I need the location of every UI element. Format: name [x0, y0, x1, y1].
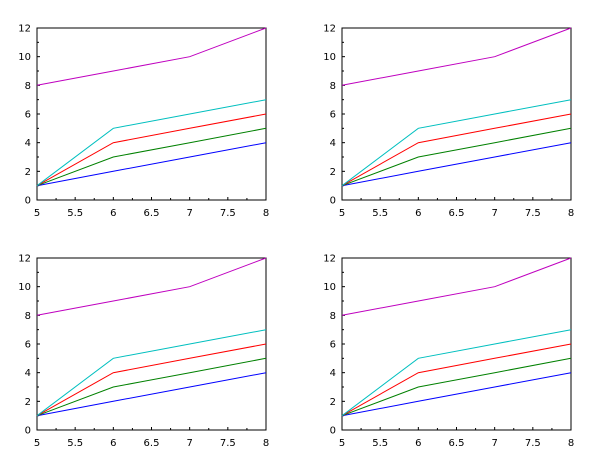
series-line-cyan	[341, 329, 572, 417]
y-tick-label: 2	[330, 397, 336, 408]
x-tick-label: 8	[568, 438, 574, 449]
y-tick-label: 2	[25, 397, 31, 408]
series-line-magenta	[36, 27, 267, 86]
y-tick-label: 4	[330, 368, 336, 379]
x-tick-label: 7.5	[525, 208, 541, 219]
y-tick-label: 12	[323, 254, 336, 265]
x-tick-label: 8	[568, 208, 574, 219]
y-tick-label: 0	[330, 426, 336, 437]
series-line-green	[36, 127, 267, 187]
y-tick-label: 4	[25, 368, 31, 379]
y-tick-label: 0	[330, 196, 336, 207]
x-tick-label: 6	[110, 438, 116, 449]
x-tick-label: 7.5	[220, 208, 236, 219]
y-tick-label: 12	[18, 254, 31, 265]
x-tick-label: 7	[186, 438, 192, 449]
y-tick-label: 6	[330, 340, 336, 351]
series-line-blue	[36, 142, 267, 187]
x-tick-label: 6	[110, 208, 116, 219]
series-line-magenta	[341, 27, 572, 86]
y-tick-label: 0	[25, 196, 31, 207]
series-line-red	[36, 343, 267, 417]
x-tick-label: 5.5	[372, 438, 388, 449]
y-tick-label: 2	[25, 167, 31, 178]
series-line-green	[341, 357, 572, 417]
series-line-blue	[341, 142, 572, 187]
y-tick-label: 6	[25, 340, 31, 351]
x-tick-label: 5	[339, 208, 345, 219]
y-tick-label: 8	[25, 311, 31, 322]
x-tick-label: 5.5	[372, 208, 388, 219]
plot-frame	[341, 27, 572, 201]
y-tick-label: 10	[18, 52, 31, 63]
x-tick-label: 6.5	[144, 438, 160, 449]
y-tick-label: 4	[25, 138, 31, 149]
subplot-4: 5 5.5 6 6.5 7 7.5 8 0 2 4 6 8 10 12	[323, 254, 574, 450]
x-tick-label: 6.5	[144, 208, 160, 219]
x-tick-label: 7.5	[220, 438, 236, 449]
series-line-cyan	[36, 99, 267, 187]
x-tick-label: 6	[415, 438, 421, 449]
y-tick-label: 6	[25, 110, 31, 121]
series-line-blue	[341, 372, 572, 417]
x-tick-label: 8	[263, 438, 269, 449]
series-line-green	[341, 127, 572, 187]
x-tick-label: 7	[491, 208, 497, 219]
y-tick-label: 10	[323, 52, 336, 63]
y-tick-label: 8	[330, 81, 336, 92]
series-line-red	[341, 343, 572, 417]
y-tick-label: 0	[25, 426, 31, 437]
x-tick-label: 8	[263, 208, 269, 219]
y-tick-label: 2	[330, 167, 336, 178]
x-tick-label: 5	[339, 438, 345, 449]
y-tick-label: 6	[330, 110, 336, 121]
series-line-green	[36, 357, 267, 417]
series-line-red	[36, 113, 267, 187]
series-line-cyan	[341, 99, 572, 187]
plot-frame	[36, 27, 267, 201]
x-tick-label: 5.5	[67, 438, 83, 449]
subplot-3: 5 5.5 6 6.5 7 7.5 8 0 2 4 6 8 10 12	[18, 254, 269, 450]
x-tick-label: 5.5	[67, 208, 83, 219]
x-tick-label: 7	[491, 438, 497, 449]
y-tick-label: 12	[323, 24, 336, 35]
y-tick-label: 8	[25, 81, 31, 92]
subplot-1: 5 5.5 6 6.5 7 7.5 8 0 2 4 6 8 10 12	[18, 24, 269, 220]
x-tick-label: 5	[34, 438, 40, 449]
series-line-cyan	[36, 329, 267, 417]
series-line-blue	[36, 372, 267, 417]
x-tick-label: 7.5	[525, 438, 541, 449]
plot-frame	[341, 257, 572, 431]
y-tick-label: 4	[330, 138, 336, 149]
x-tick-label: 7	[186, 208, 192, 219]
x-tick-label: 6.5	[449, 438, 465, 449]
plot-frame	[36, 257, 267, 431]
x-tick-label: 6	[415, 208, 421, 219]
y-tick-label: 10	[323, 282, 336, 293]
y-tick-label: 8	[330, 311, 336, 322]
y-tick-label: 12	[18, 24, 31, 35]
series-line-magenta	[341, 257, 572, 316]
y-tick-label: 10	[18, 282, 31, 293]
series-line-red	[341, 113, 572, 187]
series-line-magenta	[36, 257, 267, 316]
subplot-2: 5 5.5 6 6.5 7 7.5 8 0 2 4 6 8 10 12	[323, 24, 574, 220]
x-tick-label: 5	[34, 208, 40, 219]
x-tick-label: 6.5	[449, 208, 465, 219]
